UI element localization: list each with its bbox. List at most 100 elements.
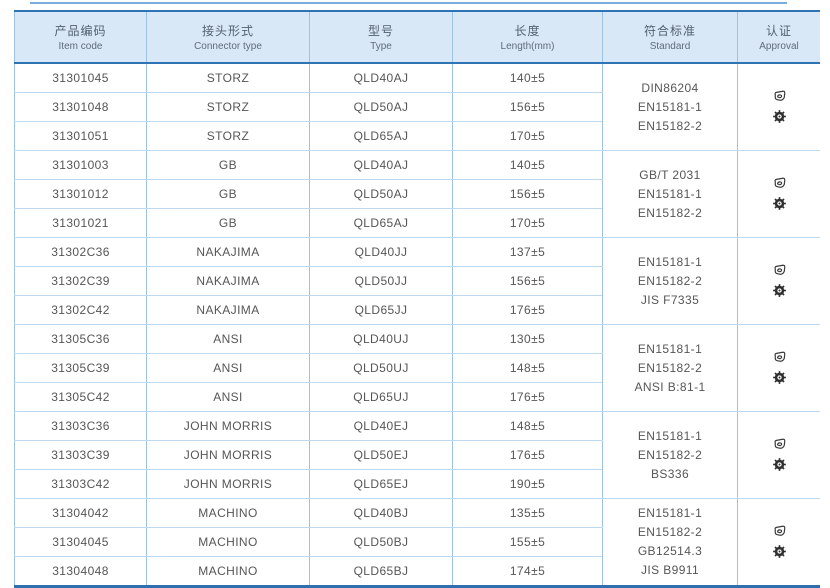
- length-cell: 155±5: [452, 527, 603, 557]
- type-cell: QLD50UJ: [309, 353, 453, 383]
- connector-type-cell: MACHINO: [146, 527, 310, 557]
- table-body: 31301045 STORZ QLD40AJ 140±5 DIN86204 EN15181…: [14, 63, 821, 587]
- table-header: 产品编码 Item code 接头形式 Connector type 型号 Type 长度 L…: [14, 10, 820, 64]
- type-cell: QLD50AJ: [309, 92, 453, 122]
- wheelmark-icon: [771, 109, 788, 126]
- item-code-cell: 31305C36: [14, 324, 147, 354]
- item-code-cell: 31301012: [14, 179, 147, 209]
- type-approval-logo-icon: [771, 88, 788, 105]
- standard-text: JIS F7335: [640, 292, 700, 307]
- table-row: 31304045 MACHINO QLD50BJ 155±5: [14, 527, 821, 557]
- standard-text: EN15181-1: [637, 99, 703, 114]
- item-code-cell: 31301021: [14, 208, 147, 238]
- column-header-zh: 产品编码: [54, 24, 107, 38]
- product-table-wrapper: 产品编码 Item code 接头形式 Connector type 型号 Type 长度 L…: [14, 10, 820, 588]
- type-cell: QLD40AJ: [309, 63, 453, 93]
- connector-type-cell: NAKAJIMA: [146, 237, 310, 267]
- standard-cell: EN15181-1 EN15182-2 JIS F7335: [602, 237, 738, 325]
- item-code-cell: 31301048: [14, 92, 147, 122]
- standard-text: EN15181-1: [637, 186, 703, 201]
- length-cell: 137±5: [452, 237, 603, 267]
- type-approval-logo-icon: [771, 175, 788, 192]
- table-row: 31305C39 ANSI QLD50UJ 148±5: [14, 353, 821, 383]
- length-cell: 135±5: [452, 498, 603, 528]
- approval-cell: [737, 498, 820, 587]
- connector-type-cell: MACHINO: [146, 556, 310, 587]
- length-cell: 148±5: [452, 411, 603, 441]
- item-code-cell: 31301051: [14, 121, 147, 151]
- column-header-zh: 符合标准: [643, 24, 696, 38]
- table-row: 31301021 GB QLD65AJ 170±5: [14, 208, 821, 238]
- standard-cell: EN15181-1 EN15182-2 ANSI B:81-1: [602, 324, 738, 412]
- length-cell: 190±5: [452, 469, 603, 499]
- standard-text: EN15182-2: [637, 205, 703, 220]
- standard-text: GB12514.3: [637, 544, 703, 558]
- column-header-standard: 符合标准 Standard: [602, 10, 738, 64]
- type-cell: QLD65UJ: [309, 382, 453, 412]
- column-header-approval: 认证 Approval: [737, 10, 820, 64]
- connector-type-cell: GB: [146, 208, 310, 238]
- column-header-en: Standard: [649, 41, 691, 52]
- table-row: 31302C39 NAKAJIMA QLD50JJ 156±5: [14, 266, 821, 296]
- table-row: 31301051 STORZ QLD65AJ 170±5: [14, 121, 821, 151]
- length-cell: 156±5: [452, 179, 603, 209]
- length-cell: 170±5: [452, 121, 603, 151]
- standard-text: EN15182-2: [637, 273, 703, 288]
- item-code-cell: 31304048: [14, 556, 147, 587]
- table-row: 31301012 GB QLD50AJ 156±5: [14, 179, 821, 209]
- table-row: 31305C42 ANSI QLD65UJ 176±5: [14, 382, 821, 412]
- type-cell: QLD65BJ: [309, 556, 453, 587]
- type-cell: QLD40EJ: [309, 411, 453, 441]
- table-row: 31304042 MACHINO QLD40BJ 135±5 EN15181-1 EN15…: [14, 498, 820, 587]
- standard-text: EN15182-2: [637, 118, 703, 133]
- item-code-cell: 31304042: [14, 498, 147, 528]
- table-row: 31302C36 NAKAJIMA QLD40JJ 137±5 EN15181-1 EN1…: [14, 237, 820, 325]
- connector-type-cell: NAKAJIMA: [146, 295, 310, 325]
- wheelmark-icon: [771, 457, 788, 474]
- item-code-cell: 31301045: [14, 63, 147, 93]
- standard-text: EN15182-2: [637, 447, 703, 462]
- connector-type-cell: JOHN MORRIS: [146, 469, 310, 499]
- type-cell: QLD40JJ: [309, 237, 453, 267]
- length-cell: 176±5: [452, 382, 603, 412]
- header-row: 产品编码 Item code 接头形式 Connector type 型号 Type 长度 L…: [14, 10, 820, 64]
- length-cell: 174±5: [452, 556, 603, 587]
- type-approval-logo-icon: [771, 436, 788, 453]
- column-header-en: Length(mm): [500, 41, 555, 52]
- standard-text: EN15182-2: [637, 360, 703, 375]
- column-header-length: 长度 Length(mm): [452, 10, 603, 64]
- table-row: 31302C42 NAKAJIMA QLD65JJ 176±5: [14, 295, 821, 325]
- table-row: 31301045 STORZ QLD40AJ 140±5 DIN86204 EN15181…: [14, 63, 820, 151]
- standard-text: ANSI B:81-1: [634, 379, 706, 394]
- length-cell: 176±5: [452, 440, 603, 470]
- wheelmark-icon: [771, 370, 788, 387]
- table-row: 31303C39 JOHN MORRIS QLD50EJ 176±5: [14, 440, 821, 470]
- wheelmark-icon: [771, 196, 788, 213]
- standard-text: EN15181-1: [637, 506, 703, 520]
- length-cell: 176±5: [452, 295, 603, 325]
- table-row: 31303C42 JOHN MORRIS QLD65EJ 190±5: [14, 469, 821, 499]
- standard-text: EN15181-1: [637, 428, 703, 443]
- type-cell: QLD40AJ: [309, 150, 453, 180]
- type-cell: QLD50EJ: [309, 440, 453, 470]
- approval-cell: [737, 150, 820, 238]
- standard-text: BS336: [650, 466, 690, 481]
- standard-text: DIN86204: [641, 80, 699, 95]
- item-code-cell: 31302C39: [14, 266, 147, 296]
- item-code-cell: 31302C42: [14, 295, 147, 325]
- approval-cell: [737, 63, 820, 151]
- connector-type-cell: JOHN MORRIS: [146, 440, 310, 470]
- approval-cell: [737, 237, 820, 325]
- item-code-cell: 31303C39: [14, 440, 147, 470]
- length-cell: 130±5: [452, 324, 603, 354]
- connector-type-cell: GB: [146, 179, 310, 209]
- wheelmark-icon: [771, 544, 788, 561]
- standard-text: GB/T 2031: [639, 167, 701, 182]
- column-header-en: Approval: [759, 41, 799, 52]
- type-cell: QLD65JJ: [309, 295, 453, 325]
- type-cell: QLD65AJ: [309, 121, 453, 151]
- type-cell: QLD40UJ: [309, 324, 453, 354]
- type-cell: QLD50BJ: [309, 527, 453, 557]
- type-cell: QLD40BJ: [309, 498, 453, 528]
- column-header-zh: 认证: [765, 24, 792, 38]
